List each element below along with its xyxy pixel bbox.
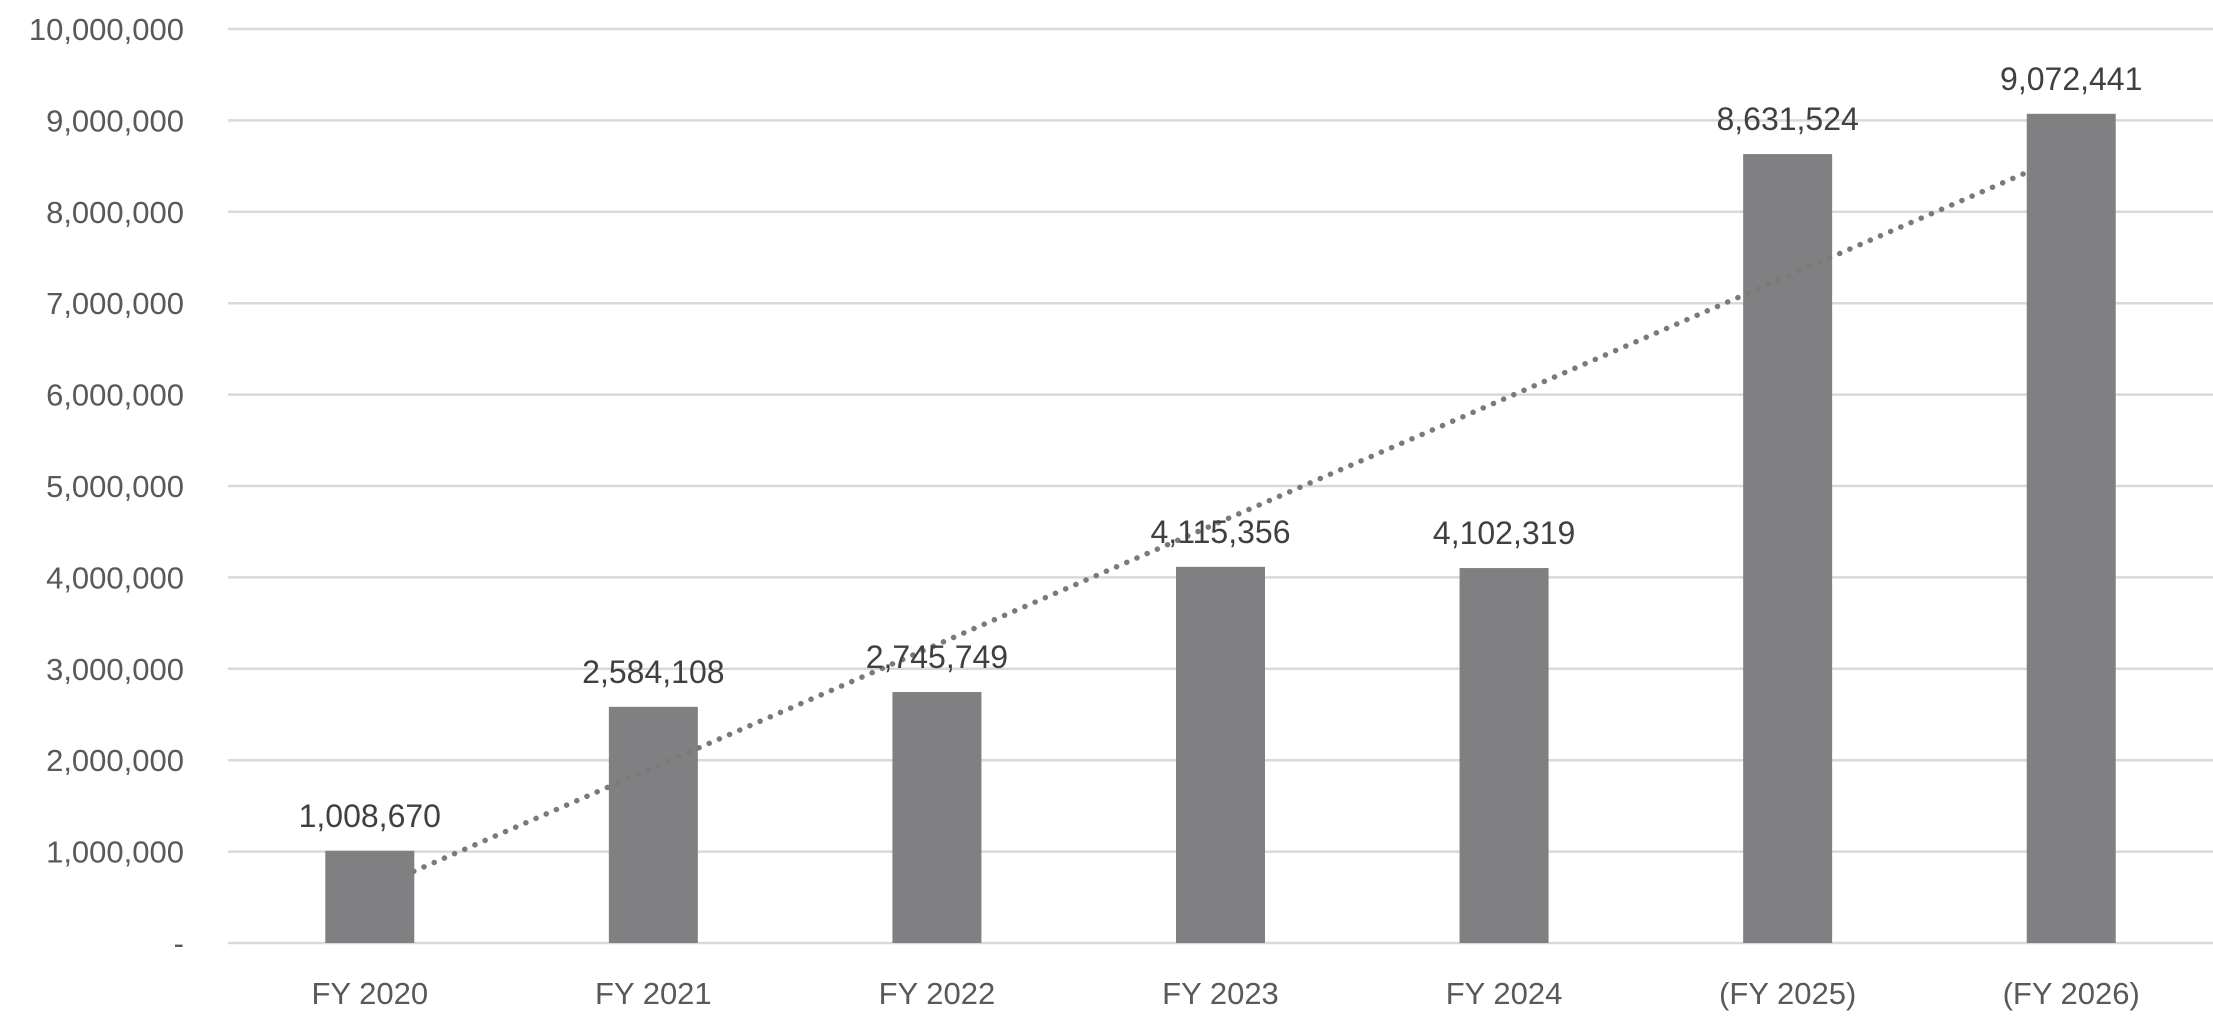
data-label: 4,115,356 [1151, 514, 1291, 550]
bar [892, 692, 982, 943]
x-tick-label: (FY 2026) [2003, 976, 2140, 1011]
bar [1743, 154, 1833, 943]
x-tick-label: FY 2024 [1446, 976, 1563, 1011]
y-tick-label: 9,000,000 [46, 103, 184, 138]
y-tick-label: 10,000,000 [29, 12, 184, 47]
y-tick-label: 2,000,000 [46, 743, 184, 778]
trendline-layer [411, 169, 2030, 875]
y-axis-tick-labels: - 1,000,000 2,000,000 3,000,000 4,000,000 5,0… [29, 12, 184, 961]
y-tick-label: 6,000,000 [46, 378, 184, 413]
data-label: 1,008,670 [299, 798, 441, 834]
y-tick-label: 7,000,000 [46, 286, 184, 321]
bar [1459, 568, 1549, 943]
bars [325, 113, 2116, 944]
data-label: 2,745,749 [866, 639, 1008, 675]
x-tick-label: FY 2022 [879, 976, 996, 1011]
y-tick-label: 4,000,000 [46, 560, 184, 595]
bar [325, 850, 415, 943]
data-labels: 1,008,670 2,584,108 2,745,749 4,115,356 4,10… [299, 61, 2143, 834]
data-label: 2,584,108 [582, 654, 724, 690]
x-axis-tick-labels: FY 2020 FY 2021 FY 2022 FY 2023 FY 2024 (FY 2… [311, 976, 2139, 1011]
trendline [411, 169, 2030, 875]
bar [1176, 566, 1265, 943]
y-tick-label: 5,000,000 [46, 469, 184, 504]
y-tick-label: 3,000,000 [46, 652, 184, 687]
y-tick-label: 1,000,000 [46, 835, 184, 870]
bar [608, 706, 698, 943]
data-label: 4,102,319 [1433, 515, 1575, 551]
x-tick-label: FY 2021 [595, 976, 712, 1011]
bar [2026, 113, 2116, 944]
x-tick-label: (FY 2025) [1719, 976, 1856, 1011]
x-tick-label: FY 2023 [1162, 976, 1279, 1011]
data-label: 8,631,524 [1716, 101, 1858, 137]
y-tick-label: - [174, 926, 184, 961]
x-tick-label: FY 2020 [311, 976, 428, 1011]
data-label: 9,072,441 [2000, 61, 2142, 97]
y-tick-label: 8,000,000 [46, 195, 184, 230]
